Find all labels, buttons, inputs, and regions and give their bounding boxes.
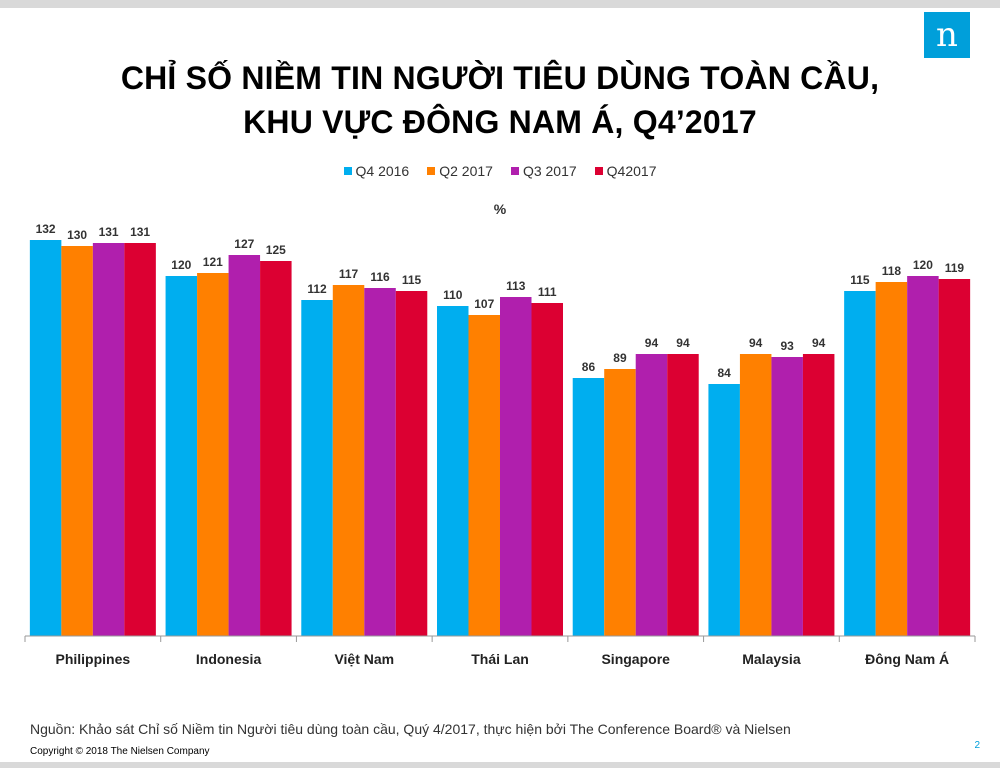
legend-swatch	[510, 167, 519, 175]
legend-label: Q4 2016	[355, 163, 410, 179]
data-label: 107	[474, 297, 494, 311]
bar	[332, 285, 365, 636]
legend-item-q2-2017: Q2 2017	[427, 163, 493, 179]
data-label: 94	[812, 336, 826, 350]
legend: Q4 2016 Q2 2017 Q3 2017 Q42017	[0, 163, 1000, 179]
data-label: 117	[339, 267, 359, 281]
data-label: 115	[850, 273, 870, 287]
category-label: Thái Lan	[471, 651, 529, 667]
bar	[572, 378, 605, 636]
bar	[165, 276, 198, 636]
data-label: 89	[613, 351, 627, 365]
data-label: 111	[538, 285, 557, 299]
data-label: 120	[913, 258, 933, 272]
bar	[500, 297, 532, 636]
data-label: 131	[130, 225, 150, 239]
data-label: 125	[266, 243, 286, 257]
data-label: 118	[882, 264, 902, 278]
legend-label: Q42017	[606, 163, 657, 179]
bar	[875, 282, 908, 636]
bar	[604, 369, 636, 636]
legend-item-q4-2016: Q4 2016	[343, 163, 410, 179]
data-label: 127	[234, 237, 254, 251]
bar	[667, 354, 699, 636]
data-label: 132	[36, 222, 56, 236]
bar	[197, 273, 229, 636]
bar	[468, 315, 500, 636]
legend-label: Q3 2017	[522, 163, 577, 179]
bar	[844, 291, 876, 636]
bar	[395, 291, 428, 636]
legend-swatch	[427, 167, 436, 175]
bar	[228, 255, 261, 636]
legend-item-q3-2017: Q3 2017	[510, 163, 577, 179]
category-label: Việt Nam	[334, 651, 394, 667]
bar	[364, 288, 396, 636]
title-line-2: KHU VỰC ĐÔNG NAM Á, Q4’2017	[243, 104, 757, 140]
top-bar	[0, 0, 1000, 8]
data-label: 119	[945, 261, 965, 275]
category-label: Malaysia	[742, 651, 801, 667]
data-label: 94	[749, 336, 763, 350]
legend-swatch	[594, 167, 603, 175]
data-label: 110	[443, 288, 463, 302]
data-label: 94	[676, 336, 690, 350]
bar	[938, 279, 971, 636]
data-label: 116	[370, 270, 390, 284]
data-label: 93	[780, 339, 794, 353]
data-label: 115	[402, 273, 422, 287]
bar	[907, 276, 939, 636]
data-label: 131	[99, 225, 119, 239]
data-label: 84	[717, 366, 731, 380]
bar	[635, 354, 668, 636]
data-label: 86	[582, 360, 596, 374]
category-label: Singapore	[601, 651, 670, 667]
bar	[531, 303, 563, 636]
data-label: 130	[67, 228, 87, 242]
data-label: 120	[171, 258, 191, 272]
bar	[301, 300, 333, 636]
data-label: 112	[307, 282, 327, 296]
bar	[739, 354, 772, 636]
bar	[92, 243, 125, 636]
bar	[771, 357, 803, 636]
bar	[29, 240, 62, 636]
category-label: Philippines	[56, 651, 131, 667]
bottom-bar	[0, 762, 1000, 768]
source-note: Nguồn: Khảo sát Chỉ số Niềm tin Người ti…	[30, 721, 791, 737]
page-number: 2	[974, 740, 980, 751]
legend-item-q4-2017: Q42017	[594, 163, 657, 179]
bar	[260, 261, 292, 636]
category-label: Đông Nam Á	[865, 651, 949, 667]
bar	[708, 384, 740, 636]
bar	[124, 243, 156, 636]
category-label: Indonesia	[196, 651, 262, 667]
legend-label: Q2 2017	[439, 163, 493, 179]
chart-title: CHỈ SỐ NIỀM TIN NGƯỜI TIÊU DÙNG TOÀN CẦU…	[0, 56, 1000, 144]
unit-label: %	[493, 201, 507, 217]
data-label: 121	[203, 255, 223, 269]
bar	[802, 354, 835, 636]
data-label: 94	[645, 336, 659, 350]
logo-glyph: n	[936, 15, 958, 55]
copyright: Copyright © 2018 The Nielsen Company	[30, 746, 210, 757]
data-label: 113	[506, 279, 526, 293]
bar	[61, 246, 93, 636]
title-line-1: CHỈ SỐ NIỀM TIN NGƯỜI TIÊU DÙNG TOÀN CẦU…	[120, 60, 880, 96]
legend-swatch	[343, 167, 352, 175]
nielsen-logo: n	[924, 12, 970, 58]
bar	[437, 306, 469, 636]
